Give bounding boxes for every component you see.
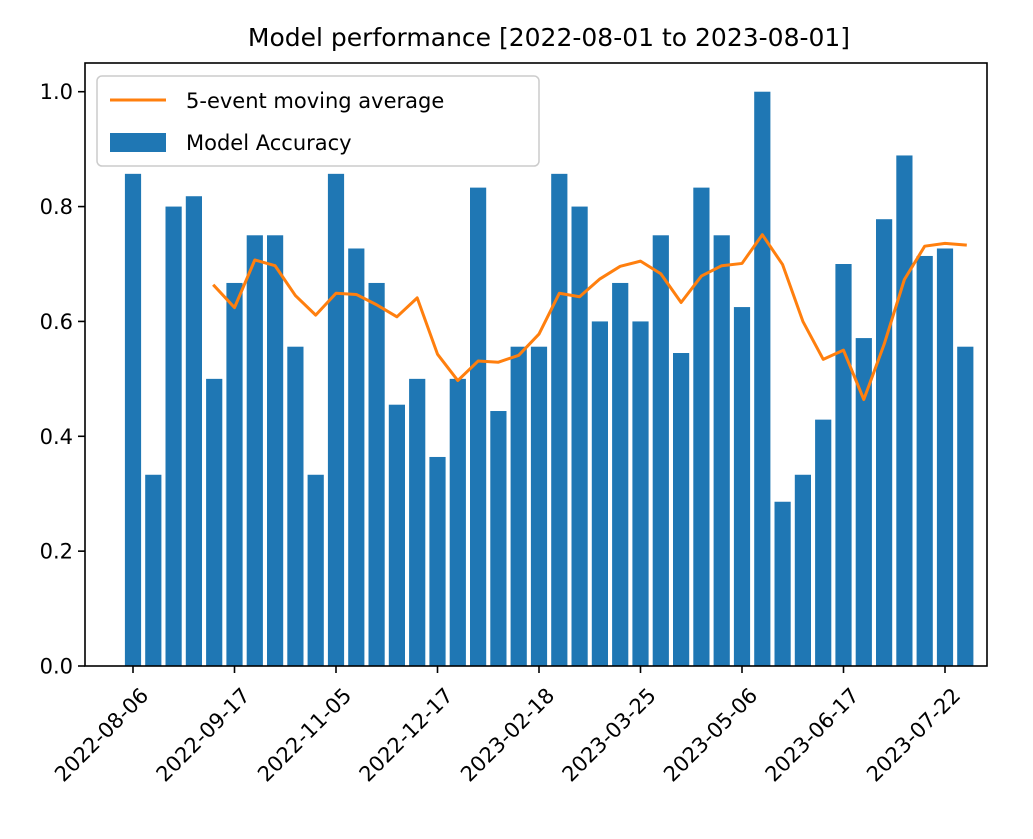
x-tick-label: 2023-06-17 xyxy=(761,683,864,786)
y-tick-label: 0.8 xyxy=(40,195,73,219)
bar xyxy=(470,187,487,666)
bar xyxy=(124,173,142,666)
y-axis: 0.0 0.2 0.4 0.6 0.8 1.0 xyxy=(40,80,85,679)
bar xyxy=(936,248,954,667)
legend-bar-swatch xyxy=(110,133,166,152)
bar xyxy=(876,219,893,666)
bar xyxy=(673,353,690,666)
bar xyxy=(693,187,710,666)
bar xyxy=(206,378,223,666)
bar xyxy=(185,196,202,667)
bar xyxy=(835,264,852,666)
x-tick-label: 2023-07-22 xyxy=(862,683,965,786)
bar xyxy=(165,206,182,666)
x-axis: 2022-08-062022-09-172022-11-052022-12-17… xyxy=(50,666,965,787)
x-tick-label: 2022-12-17 xyxy=(355,683,458,786)
legend-box xyxy=(96,75,540,167)
moving-average-layer xyxy=(212,233,967,402)
chart-title: Model performance [2022-08-01 to 2023-08… xyxy=(248,23,850,52)
bar xyxy=(551,173,568,666)
bar xyxy=(327,173,345,666)
bar xyxy=(794,474,811,666)
x-tick-label: 2022-08-06 xyxy=(50,683,153,786)
x-tick-label: 2023-05-06 xyxy=(659,683,762,786)
bar xyxy=(348,248,365,667)
bar xyxy=(855,338,872,666)
legend-label-moving-average: 5-event moving average xyxy=(186,89,444,113)
bar xyxy=(145,474,162,666)
bar xyxy=(490,411,507,666)
y-tick-label: 0.2 xyxy=(40,540,73,564)
bar xyxy=(388,404,405,666)
bar xyxy=(612,282,629,666)
bar xyxy=(733,307,751,666)
bar xyxy=(226,282,243,666)
x-tick-label: 2022-11-05 xyxy=(253,683,356,786)
bar xyxy=(571,206,588,666)
y-tick-label: 0.6 xyxy=(40,310,73,334)
bar xyxy=(530,346,548,666)
y-tick-label: 0.4 xyxy=(40,425,73,449)
bar xyxy=(754,91,771,666)
bar xyxy=(409,378,426,666)
bar xyxy=(246,235,263,667)
bar xyxy=(957,346,974,666)
moving-average-line xyxy=(212,233,967,402)
bar xyxy=(510,346,527,666)
bar xyxy=(713,235,730,667)
y-tick-label: 0.0 xyxy=(40,655,73,679)
bar xyxy=(815,419,832,666)
bars-layer xyxy=(124,91,974,667)
x-tick-label: 2023-03-25 xyxy=(558,683,661,786)
bar xyxy=(652,235,669,667)
legend: 5-event moving average Model Accuracy xyxy=(96,75,540,167)
bar xyxy=(591,321,608,666)
legend-label-model-accuracy: Model Accuracy xyxy=(186,131,352,155)
bar xyxy=(632,321,649,666)
bar xyxy=(368,282,385,666)
bar xyxy=(307,474,324,666)
y-tick-label: 1.0 xyxy=(40,80,73,104)
bar xyxy=(287,346,304,666)
bar xyxy=(449,378,466,666)
bar xyxy=(429,456,446,666)
x-tick-label: 2023-02-18 xyxy=(456,683,559,786)
plot-frame xyxy=(84,62,988,667)
bar xyxy=(896,155,913,666)
x-tick-label: 2022-09-17 xyxy=(152,683,255,786)
bar xyxy=(267,235,284,667)
bar xyxy=(774,501,791,666)
bar xyxy=(916,255,933,666)
